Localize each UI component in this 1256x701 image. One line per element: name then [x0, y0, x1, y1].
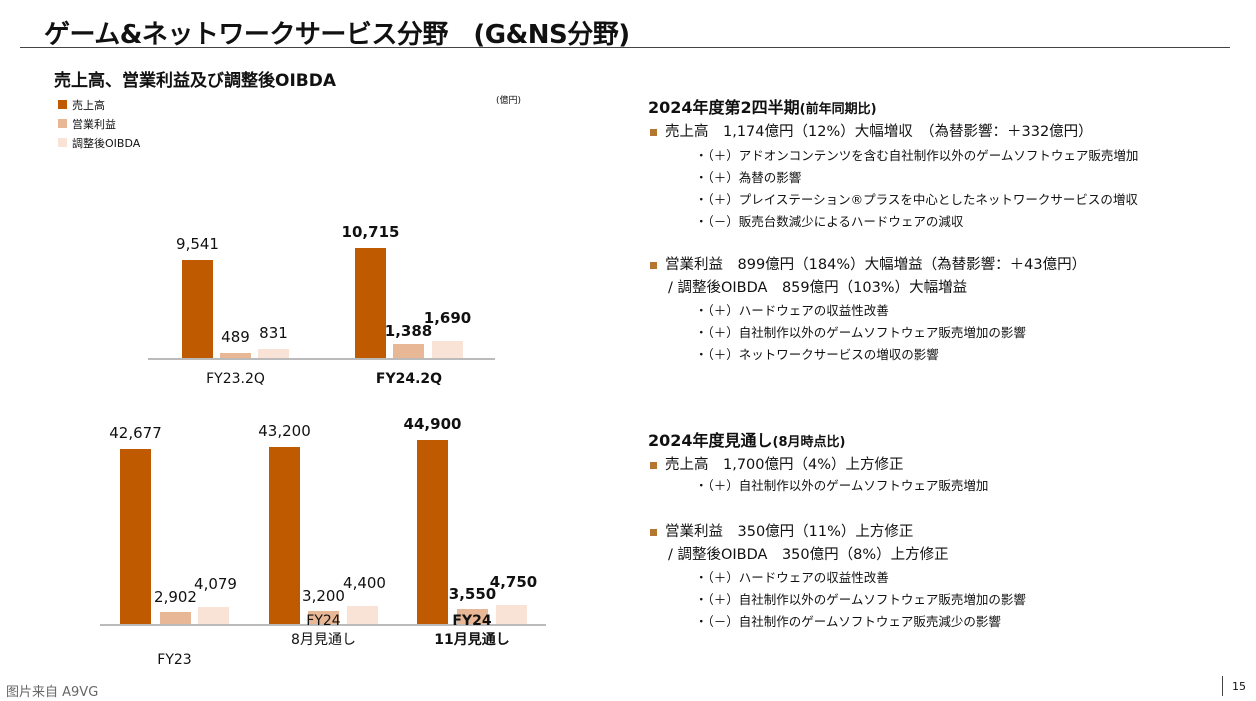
category-label: FY23.2Q [206, 371, 265, 387]
q2-heading: 2024年度第2四半期(前年同期比) [648, 94, 877, 118]
data-label-oibda: 4,400 [343, 573, 386, 592]
data-label-operating-income: 2,902 [154, 588, 197, 607]
bar-sales [120, 449, 151, 624]
data-label-sales: 44,900 [403, 414, 462, 433]
forecast-sales-item: ・（＋）自社制作以外のゲームソフトウェア販売増加 [695, 478, 989, 493]
forecast-profit-item: ・（－）自社制作のゲームソフトウェア販売減少の影響 [695, 614, 1001, 629]
data-label-sales: 43,200 [258, 421, 311, 440]
q2-sales-item: ・（＋）プレイステーション®プラスを中心としたネットワークサービスの増収 [695, 192, 1138, 207]
chart-axis [100, 624, 546, 626]
forecast-heading: 2024年度見通し(8月時点比) [648, 427, 845, 451]
q2-heading-text: 2024年度第2四半期 [648, 98, 800, 117]
legend-swatch [58, 138, 67, 147]
page-number-divider [1222, 676, 1223, 696]
data-label-sales: 9,541 [176, 235, 219, 253]
bar-oibda [496, 604, 527, 624]
chart-section-title: 売上高、営業利益及び調整後OIBDA [54, 71, 337, 91]
forecast-profit-line: 営業利益 350億円（11%）上方修正 [650, 520, 913, 541]
legend-label: 売上高 [72, 98, 105, 112]
legend-label: 営業利益 [72, 117, 116, 131]
legend-swatch [58, 100, 67, 109]
legend-swatch [58, 119, 67, 128]
data-label-oibda: 4,750 [489, 572, 538, 591]
category-label: FY24.2Q [375, 371, 443, 387]
forecast-oibda-line: / 調整後OIBDA 350億円（8%）上方修正 [668, 547, 949, 563]
forecast-heading-text: 2024年度見通し [648, 431, 773, 450]
data-label-oibda: 1,690 [423, 308, 472, 327]
data-label-operating-income: 3,550 [448, 585, 497, 604]
q2-profit-item: ・（＋）自社制作以外のゲームソフトウェア販売増加の影響 [695, 325, 1026, 340]
q2-sales-item: ・（＋）為替の影響 [695, 170, 802, 185]
forecast-sales-line: 売上高 1,700億円（4%）上方修正 [650, 453, 904, 474]
forecast-heading-note: (8月時点比) [772, 435, 846, 450]
category-label: FY24 8月見通し [291, 613, 356, 648]
slide-title: ゲーム&ネットワークサービス分野 (G&NS分野) [44, 20, 630, 50]
data-label-operating-income: 1,388 [384, 321, 433, 340]
bar-operating-income [308, 610, 339, 624]
data-label-sales: 42,677 [109, 424, 162, 442]
legend-item-operating-income: 営業利益 [58, 114, 140, 133]
q2-profit-item: ・（＋）ネットワークサービスの増収の影響 [695, 347, 939, 362]
bar-sales [269, 446, 300, 624]
q2-profit-item: ・（＋）ハードウェアの収益性改善 [695, 303, 889, 318]
forecast-profit-item: ・（＋）ハードウェアの収益性改善 [695, 570, 889, 585]
data-label-oibda: 831 [259, 324, 288, 343]
bar-operating-income [160, 612, 191, 624]
category-label: FY24 11月見通し [434, 613, 510, 648]
q2-oibda-line: / 調整後OIBDA 859億円（103%）大幅増益 [668, 280, 968, 296]
bar-oibda [347, 605, 378, 624]
image-credit: 图片来自 A9VG [6, 685, 99, 700]
page-number: 15 [1232, 680, 1246, 693]
chart-axis [148, 358, 495, 360]
legend-item-sales: 売上高 [58, 95, 140, 114]
data-label-sales: 10,715 [341, 222, 400, 241]
legend-item-oibda: 調整後OIBDA [58, 133, 140, 152]
bar-sales [182, 260, 213, 358]
data-label-operating-income: 489 [221, 327, 250, 346]
forecast-profit-item: ・（＋）自社制作以外のゲームソフトウェア販売増加の影響 [695, 592, 1026, 607]
bar-oibda [258, 349, 289, 358]
q2-sales-item: ・（－）販売台数減少によるハードウェアの減収 [695, 214, 964, 229]
unit-label: (億円) [496, 96, 522, 106]
category-label: FY23 [157, 652, 192, 668]
q2-profit-line: 営業利益 899億円（184%）大幅増益（為替影響：＋43億円） [650, 253, 1086, 274]
bar-sales [355, 247, 386, 358]
data-label-operating-income: 3,200 [302, 586, 345, 605]
bar-operating-income [393, 343, 424, 358]
q2-sales-line: 売上高 1,174億円（12%）大幅増収 （為替影響：＋332億円） [650, 120, 1093, 141]
bar-operating-income [457, 609, 488, 624]
bar-oibda [432, 340, 463, 358]
q2-sales-item: ・（＋）アドオンコンテンツを含む自社制作以外のゲームソフトウェア販売増加 [695, 148, 1139, 163]
bar-sales [417, 439, 448, 624]
bar-operating-income [220, 352, 251, 358]
chart-legend: 売上高 営業利益 調整後OIBDA [58, 95, 140, 152]
bar-oibda [198, 607, 229, 624]
data-label-oibda: 4,079 [194, 575, 237, 594]
q2-heading-note: (前年同期比) [799, 102, 877, 117]
legend-label: 調整後OIBDA [72, 136, 141, 150]
title-divider [20, 47, 1230, 48]
